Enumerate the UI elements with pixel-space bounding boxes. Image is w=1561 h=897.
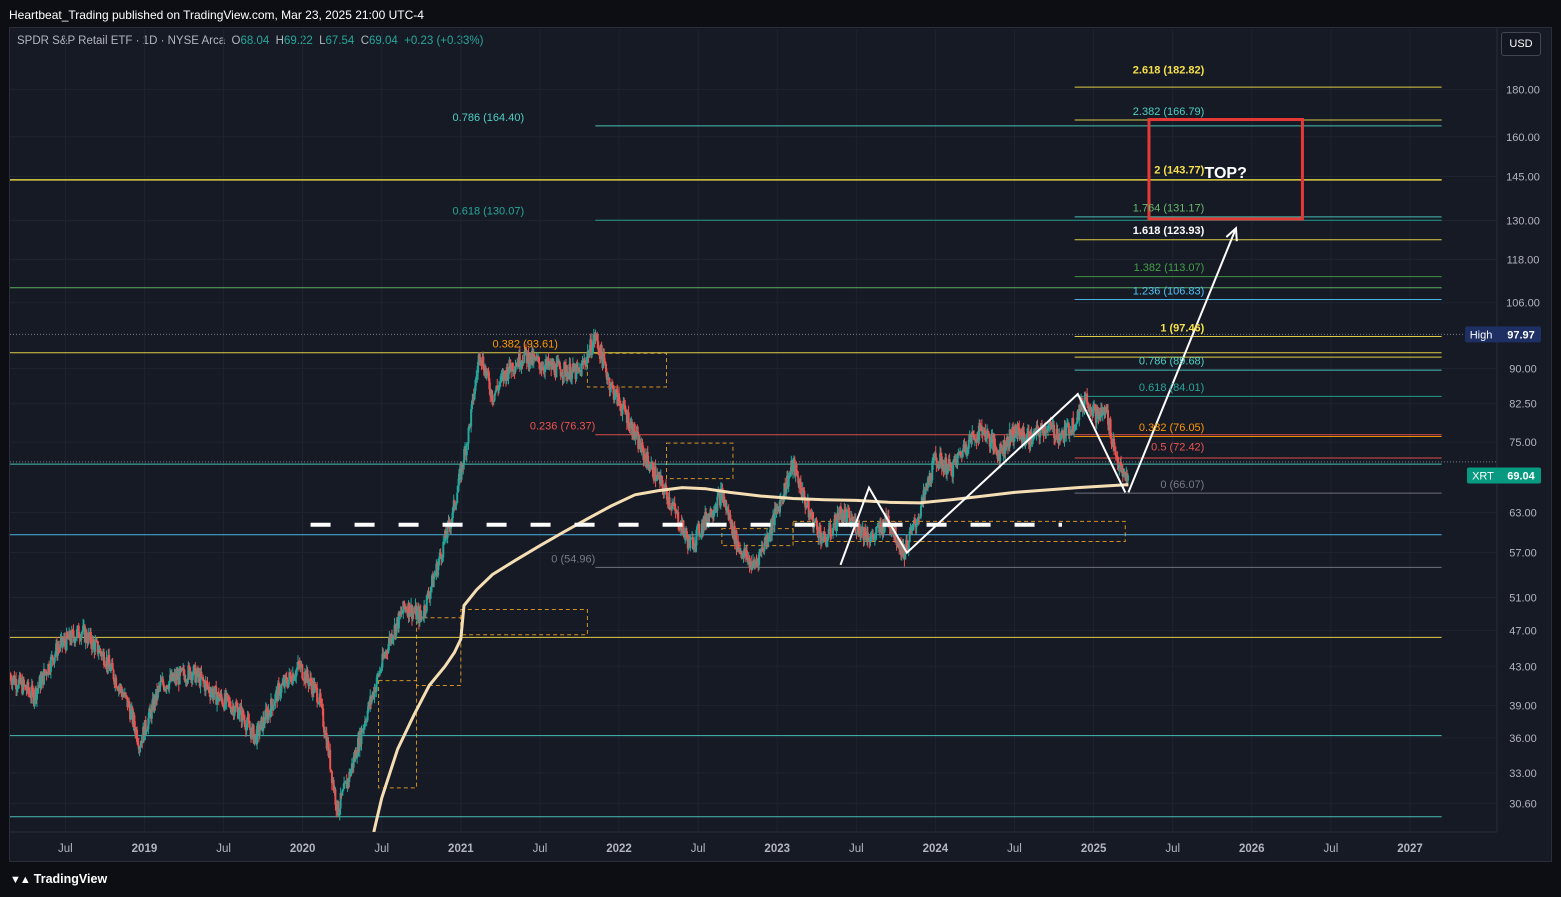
high-value: 69.22 bbox=[283, 35, 313, 47]
symbol-title[interactable]: SPDR S&P Retail ETF · 1D · NYSE Arca bbox=[17, 35, 226, 47]
chart-panel[interactable] bbox=[9, 27, 1552, 862]
tradingview-logo[interactable]: ▼▲ TradingView bbox=[10, 872, 107, 886]
symbol-legend: SPDR S&P Retail ETF · 1D · NYSE Arca O68… bbox=[17, 35, 483, 47]
publish-header: Heartbeat_Trading published on TradingVi… bbox=[0, 0, 1561, 28]
open-value: 68.04 bbox=[240, 35, 270, 47]
low-value: 67.54 bbox=[325, 35, 355, 47]
close-label: C bbox=[360, 35, 370, 47]
publisher-line: Heartbeat_Trading published on TradingVi… bbox=[9, 8, 424, 22]
tradingview-logo-icon: ▼▲ bbox=[10, 874, 31, 886]
footer-bar bbox=[0, 862, 1561, 897]
low-label: L bbox=[319, 35, 326, 47]
change-value: +0.23 (+0.33%) bbox=[404, 35, 484, 47]
currency-button[interactable]: USD bbox=[1501, 32, 1541, 56]
high-label: H bbox=[275, 35, 284, 47]
open-label: O bbox=[231, 35, 241, 47]
close-value: 69.04 bbox=[369, 35, 398, 47]
tradingview-logo-text: TradingView bbox=[33, 872, 108, 886]
